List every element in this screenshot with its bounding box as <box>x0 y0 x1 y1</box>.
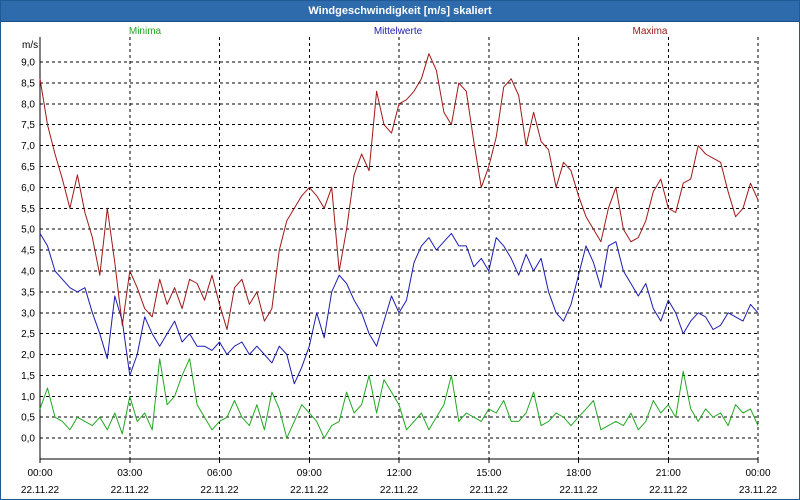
x-tick-date-label: 22.11.22 <box>470 485 509 496</box>
x-tick-date-label: 22.11.22 <box>290 485 329 496</box>
y-tick-label: 3,0 <box>21 308 35 319</box>
y-tick-label: 0,0 <box>21 434 35 445</box>
x-tick-time-label: 00:00 <box>745 468 770 479</box>
y-tick-label: 4,0 <box>21 266 35 277</box>
axes: m/s <box>22 37 758 460</box>
legend-mittelwerte: Mittelwerte <box>374 26 423 37</box>
maxima-line <box>39 53 759 330</box>
minima-line <box>39 358 759 439</box>
x-tick-time-label: 12:00 <box>386 468 411 479</box>
legend-minima: Minima <box>129 26 162 37</box>
legend: Minima Mittelwerte Maxima <box>129 26 668 37</box>
y-tick-label: 2,0 <box>21 350 35 361</box>
y-axis-unit-label: m/s <box>22 40 38 51</box>
y-tick-label: 3,5 <box>21 287 35 298</box>
y-tick-label: 1,0 <box>21 392 35 403</box>
x-tick-time-label: 03:00 <box>117 468 142 479</box>
y-tick-label: 6,0 <box>21 183 35 194</box>
mittelwerte-line <box>39 232 759 385</box>
x-tick-date-label: 22.11.22 <box>200 485 239 496</box>
x-tick-date-label: 23.11.22 <box>739 485 778 496</box>
series <box>39 53 759 439</box>
x-tick-date-label: 22.11.22 <box>649 485 688 496</box>
y-tick-label: 2,5 <box>21 329 35 340</box>
y-tick-labels: 0,0 0,5 1,0 1,5 2,0 2,5 3,0 3,5 4,0 4,5 5,0 5,5 6,0 6… <box>21 58 35 445</box>
y-tick-label: 4,5 <box>21 246 35 257</box>
y-tick-label: 0,5 <box>21 413 35 424</box>
y-tick-label: 9,0 <box>21 58 35 69</box>
y-tick-label: 8,5 <box>21 78 35 89</box>
chart-title: Windgeschwindigkeit [m/s] skaliert <box>1 1 799 22</box>
y-tick-label: 7,5 <box>21 120 35 131</box>
x-tick-date-label: 22.11.22 <box>559 485 598 496</box>
y-tick-label: 8,0 <box>21 99 35 110</box>
x-tick-time-label: 06:00 <box>207 468 232 479</box>
x-tick-labels: 00:00 22.11.22 03:00 22.11.22 06:00 22.11.22 0… <box>21 459 778 496</box>
legend-maxima: Maxima <box>632 26 667 37</box>
x-tick-time-label: 21:00 <box>656 468 681 479</box>
x-tick-date-label: 22.11.22 <box>21 485 60 496</box>
x-tick-time-label: 15:00 <box>476 468 501 479</box>
x-tick-date-label: 22.11.22 <box>380 485 419 496</box>
x-tick-time-label: 00:00 <box>27 468 52 479</box>
y-tick-label: 5,0 <box>21 225 35 236</box>
y-tick-label: 6,5 <box>21 162 35 173</box>
x-tick-time-label: 09:00 <box>297 468 322 479</box>
x-tick-time-label: 18:00 <box>566 468 591 479</box>
y-tick-label: 5,5 <box>21 204 35 215</box>
x-tick-date-label: 22.11.22 <box>111 485 150 496</box>
y-tick-label: 1,5 <box>21 371 35 382</box>
grid <box>40 37 759 459</box>
y-tick-label: 7,0 <box>21 141 35 152</box>
